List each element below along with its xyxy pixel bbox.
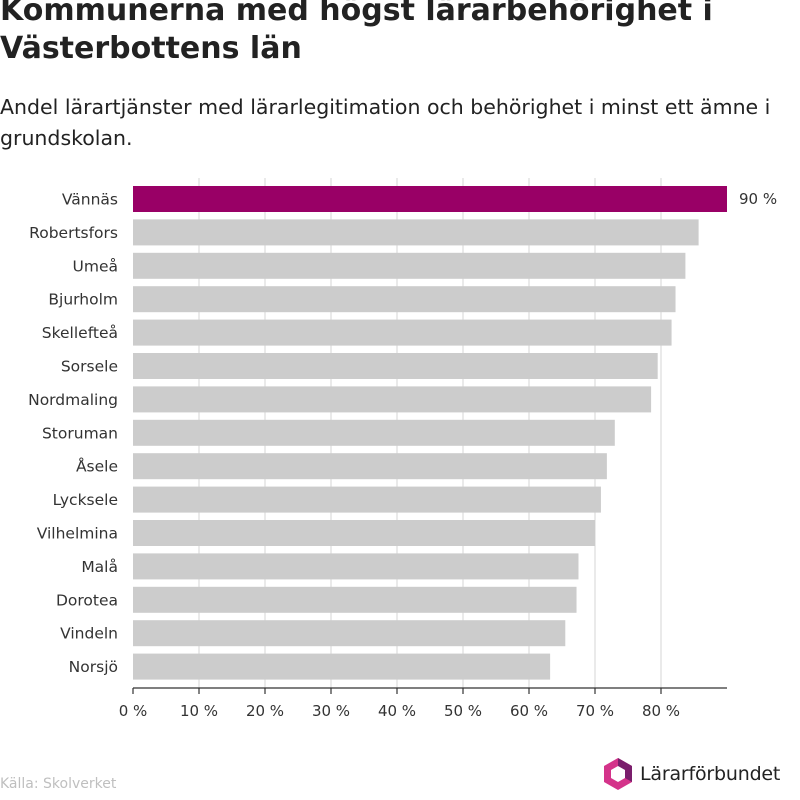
bar xyxy=(133,653,551,680)
bar xyxy=(133,286,676,313)
bar xyxy=(133,353,658,379)
bar xyxy=(133,553,579,580)
bar xyxy=(133,186,727,212)
x-tick-label: 70 % xyxy=(576,702,614,720)
category-label: Umeå xyxy=(73,257,118,275)
x-tick-label: 20 % xyxy=(246,702,284,720)
category-label: Bjurholm xyxy=(48,291,118,309)
lararforbundet-logo: Lärarförbundet xyxy=(602,757,780,791)
bar xyxy=(133,586,577,613)
chart-subtitle: Andel lärartjänster med lärarlegitimatio… xyxy=(0,95,771,150)
chart-title: Kommunerna med högst lärarbehörighet i V… xyxy=(0,0,713,66)
category-label: Skellefteå xyxy=(42,324,118,342)
x-tick-label: 80 % xyxy=(642,702,680,720)
category-label: Storuman xyxy=(42,424,118,442)
x-tick-label: 30 % xyxy=(312,702,350,720)
bar xyxy=(133,486,601,513)
logo-text: Lärarförbundet xyxy=(640,763,781,785)
bar xyxy=(133,386,652,413)
bar-chart: Vännäs 90 % Robertsfors Umeå Bjurholm Skellef… xyxy=(28,178,777,720)
category-label: Vindeln xyxy=(60,625,118,643)
bar xyxy=(133,520,595,546)
hexagon-logo-icon xyxy=(604,758,632,790)
category-label: Nordmaling xyxy=(28,391,118,409)
x-tick-label: 10 % xyxy=(180,702,218,720)
bar xyxy=(133,620,566,647)
bar xyxy=(133,453,607,480)
category-label: Norsjö xyxy=(69,658,118,676)
category-label: Vännäs xyxy=(62,191,118,209)
category-label: Malå xyxy=(81,558,118,576)
bar xyxy=(133,252,686,279)
category-label: Sorsele xyxy=(61,358,118,376)
category-label: Åsele xyxy=(76,457,118,476)
x-tick-label: 0 % xyxy=(119,702,148,720)
data-label: 90 % xyxy=(739,190,777,208)
x-tick-label: 50 % xyxy=(444,702,482,720)
bar xyxy=(133,219,699,246)
x-tick-label: 40 % xyxy=(378,702,416,720)
category-label: Robertsfors xyxy=(29,224,118,242)
bar xyxy=(133,419,615,446)
source-note: Källa: Skolverket xyxy=(0,776,117,792)
category-label: Dorotea xyxy=(56,591,118,609)
bar xyxy=(133,319,672,346)
x-tick-label: 60 % xyxy=(510,702,548,720)
category-label: Lycksele xyxy=(53,491,118,509)
category-label: Vilhelmina xyxy=(37,525,118,543)
